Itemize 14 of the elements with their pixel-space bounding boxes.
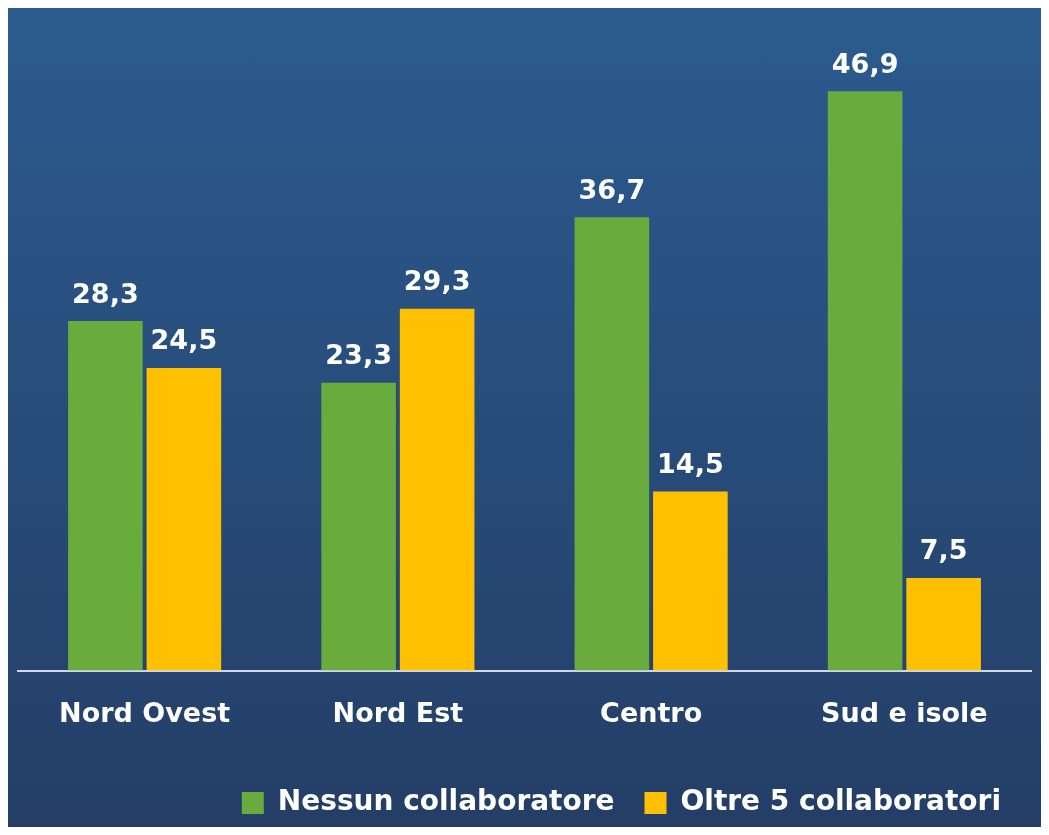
data-label: 23,3 <box>325 339 392 371</box>
data-label: 7,5 <box>919 534 968 566</box>
legend-label: Nessun collaboratore <box>277 784 615 818</box>
data-label: 28,3 <box>72 277 139 309</box>
x-tick-label: Sud e isole <box>821 696 988 728</box>
data-label: 46,9 <box>831 47 899 79</box>
x-tick-label: Centro <box>600 696 703 728</box>
data-label: 36,7 <box>578 173 646 205</box>
data-label: 14,5 <box>657 448 724 480</box>
x-tick-label: Nord Est <box>332 696 464 728</box>
x-tick-label: Nord Ovest <box>59 696 231 728</box>
data-label: 29,3 <box>403 265 471 297</box>
data-label: 24,5 <box>150 324 218 356</box>
legend-label: Oltre 5 collaboratori <box>680 784 1001 818</box>
